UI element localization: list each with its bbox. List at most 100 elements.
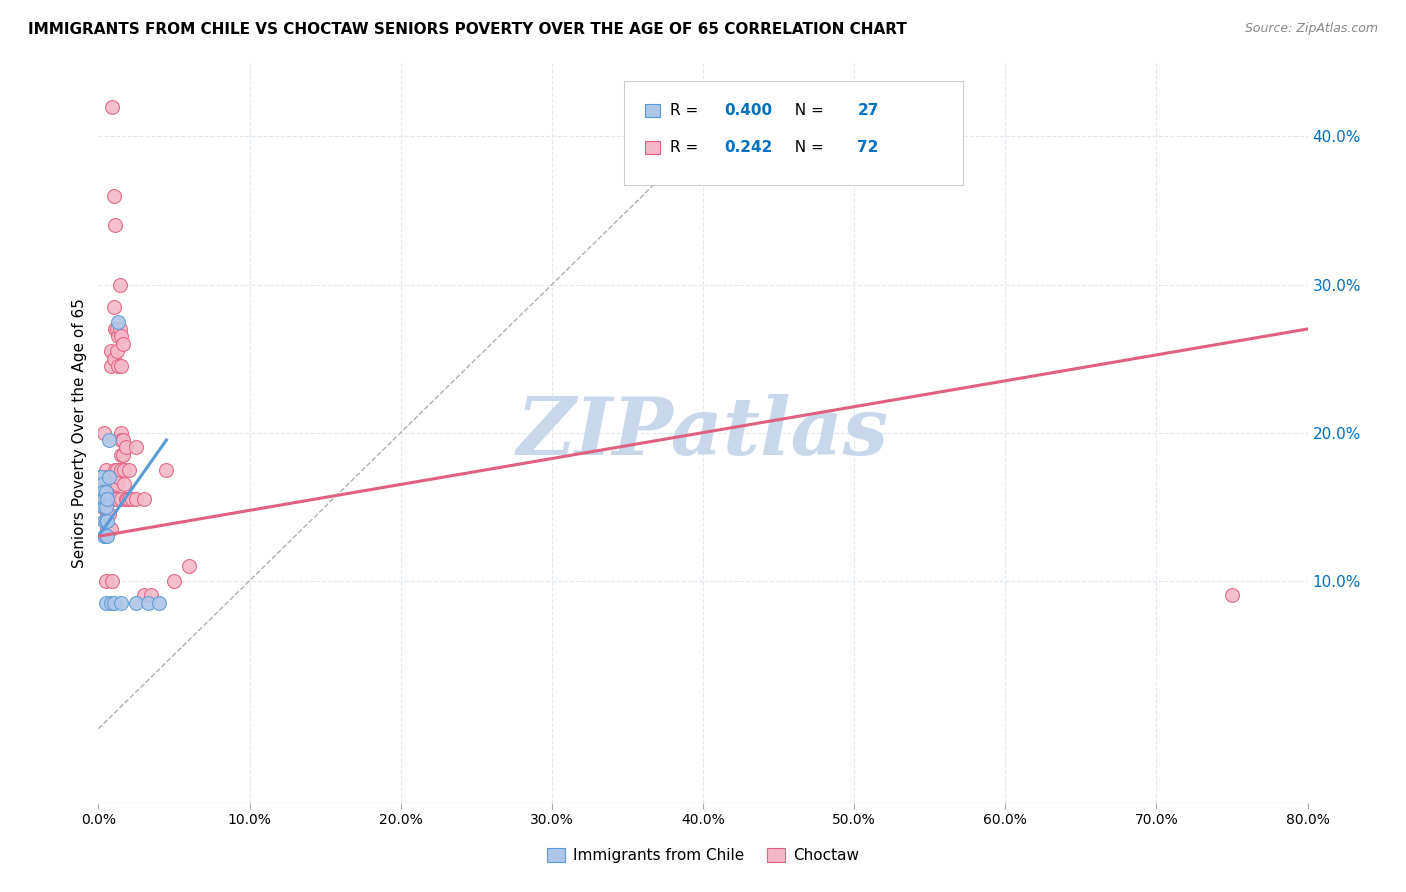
Text: Source: ZipAtlas.com: Source: ZipAtlas.com <box>1244 22 1378 36</box>
Point <box>110 359 132 373</box>
Point <box>93 425 115 440</box>
Point <box>105 322 128 336</box>
Point <box>91 500 114 514</box>
Point <box>1220 589 1243 603</box>
Text: N =: N = <box>785 140 828 155</box>
Point <box>179 558 201 573</box>
Point <box>111 433 134 447</box>
Point <box>104 219 127 233</box>
Legend: Immigrants from Chile, Choctaw: Immigrants from Chile, Choctaw <box>541 842 865 869</box>
Point <box>112 462 135 476</box>
Point <box>94 529 117 543</box>
Text: R =: R = <box>669 103 703 118</box>
Point <box>110 425 132 440</box>
Point <box>103 188 125 202</box>
Point <box>100 492 122 507</box>
Point <box>103 596 125 610</box>
Point <box>163 574 186 588</box>
Point <box>98 522 121 536</box>
Point <box>93 515 115 529</box>
Point <box>100 596 122 610</box>
Point <box>96 492 118 507</box>
Point <box>108 322 131 336</box>
Text: R =: R = <box>669 140 703 155</box>
Point <box>94 574 117 588</box>
Point <box>110 492 132 507</box>
Point <box>90 470 112 484</box>
Point <box>91 484 114 499</box>
Point <box>125 596 148 610</box>
Point <box>118 462 141 476</box>
Point <box>94 484 117 499</box>
Point <box>107 314 129 328</box>
Point <box>100 359 122 373</box>
Text: IMMIGRANTS FROM CHILE VS CHOCTAW SENIORS POVERTY OVER THE AGE OF 65 CORRELATION : IMMIGRANTS FROM CHILE VS CHOCTAW SENIORS… <box>28 22 907 37</box>
Point <box>93 492 115 507</box>
Point <box>136 596 159 610</box>
Point <box>100 522 122 536</box>
Point <box>94 492 117 507</box>
Point <box>98 507 121 521</box>
Point <box>108 277 131 292</box>
Point <box>125 492 148 507</box>
Point <box>103 492 125 507</box>
Text: 72: 72 <box>858 140 879 155</box>
Text: 27: 27 <box>858 103 879 118</box>
Point <box>107 359 129 373</box>
Point <box>93 492 115 507</box>
Point <box>94 500 117 514</box>
Point <box>105 492 128 507</box>
Point <box>115 492 138 507</box>
Point <box>91 492 114 507</box>
Point <box>98 492 121 507</box>
Point <box>94 596 117 610</box>
Point <box>114 492 136 507</box>
Point <box>100 344 122 359</box>
Point <box>103 351 125 366</box>
Text: ZIPatlas: ZIPatlas <box>517 394 889 471</box>
Point <box>96 470 118 484</box>
Point <box>107 470 129 484</box>
Point <box>132 492 155 507</box>
Point <box>107 329 129 343</box>
Point <box>148 596 170 610</box>
Point <box>132 589 155 603</box>
Point <box>90 484 112 499</box>
Point <box>105 344 128 359</box>
Bar <box>645 103 661 117</box>
Point <box>94 515 117 529</box>
Point <box>91 477 114 491</box>
Point <box>98 477 121 491</box>
Point <box>91 470 114 484</box>
Point <box>93 470 115 484</box>
Point <box>104 462 127 476</box>
Point <box>96 492 118 507</box>
Point <box>121 492 143 507</box>
Point <box>114 441 136 455</box>
Point <box>104 322 127 336</box>
Point <box>94 477 117 491</box>
Text: N =: N = <box>785 103 828 118</box>
Point <box>98 470 121 484</box>
Point <box>101 492 124 507</box>
Point <box>94 462 117 476</box>
Point <box>155 462 177 476</box>
Point <box>101 100 124 114</box>
Point <box>96 507 118 521</box>
Point <box>118 492 141 507</box>
Point <box>112 477 135 491</box>
Point <box>105 477 128 491</box>
Point <box>110 433 132 447</box>
Point <box>89 470 111 484</box>
Point <box>96 529 118 543</box>
Bar <box>645 141 661 154</box>
Point <box>91 484 114 499</box>
Text: 0.400: 0.400 <box>724 103 772 118</box>
Point <box>93 477 115 491</box>
Point <box>96 477 118 491</box>
Point <box>110 596 132 610</box>
Point <box>141 589 163 603</box>
Point <box>101 477 124 491</box>
Y-axis label: Seniors Poverty Over the Age of 65: Seniors Poverty Over the Age of 65 <box>72 298 87 567</box>
Point <box>93 500 115 514</box>
